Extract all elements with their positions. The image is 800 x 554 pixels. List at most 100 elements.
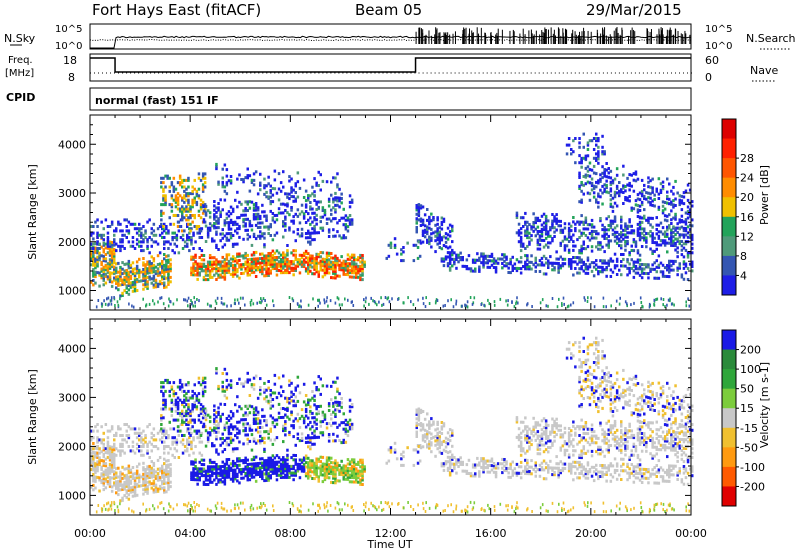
rti-cell: [94, 451, 97, 455]
rti-cell: [106, 225, 110, 228]
rti-cell: [167, 481, 170, 485]
rti-cell: [160, 209, 163, 213]
rti-cell: [662, 303, 664, 307]
rti-cell: [192, 451, 195, 455]
rti-cell: [196, 271, 199, 275]
rti-cell: [355, 269, 358, 273]
rti-cell: [674, 179, 677, 183]
rti-cell: [419, 204, 423, 208]
rti-cell: [563, 262, 567, 266]
rti-cell: [236, 252, 239, 256]
rti-cell: [682, 262, 686, 266]
rti-cell: [286, 469, 289, 473]
rti-cell: [277, 465, 281, 468]
rti-cell: [166, 176, 169, 180]
rti-cell: [190, 445, 193, 448]
rti-cell: [471, 258, 475, 262]
rti-cell: [478, 269, 481, 273]
rti-cell: [661, 211, 665, 215]
rti-cell: [161, 270, 164, 274]
rti-cell: [123, 278, 126, 282]
rti-cell: [344, 227, 348, 231]
rti-cell: [387, 243, 391, 247]
rti-cell: [359, 275, 362, 279]
rti-cell: [259, 461, 262, 465]
rti-cell: [282, 185, 285, 189]
rti-cell: [636, 249, 640, 253]
rti-cell: [309, 236, 312, 240]
rti-cell: [246, 471, 249, 475]
rti-cell: [216, 296, 219, 300]
rti-cell: [110, 271, 114, 275]
rti-cell: [327, 254, 331, 257]
rti-cell: [102, 472, 105, 476]
rti-cell: [482, 256, 485, 260]
rti-cell: [592, 261, 596, 265]
rti-cell: [538, 219, 542, 223]
rti-cell: [277, 187, 281, 191]
rti-cell: [144, 485, 147, 489]
rti-cell: [595, 185, 598, 189]
rti-cell: [219, 478, 222, 482]
rti-cell: [199, 216, 203, 220]
rti-cell: [267, 227, 270, 231]
rti-cell: [238, 301, 240, 305]
rti-cell: [605, 228, 608, 232]
rti-cell: [152, 259, 156, 263]
rti-cell: [450, 298, 452, 302]
rti-cell: [672, 268, 675, 272]
rti-cell: [338, 268, 341, 272]
rti-cell: [190, 460, 193, 464]
rti-cell: [192, 460, 195, 464]
rti-cell: [121, 294, 124, 297]
rti-cell: [200, 236, 204, 239]
rti-cell: [163, 247, 166, 250]
rti-cell: [567, 231, 571, 235]
rti-cell: [185, 392, 188, 396]
rti-cell: [424, 305, 427, 308]
rti-cell: [292, 266, 295, 270]
rti-cell: [133, 289, 137, 293]
rti-cell: [590, 168, 594, 172]
rti-cell: [319, 215, 322, 219]
rti-cell: [190, 268, 193, 272]
rti-cell: [342, 236, 345, 240]
rti-cell: [193, 420, 196, 424]
rti-cell: [344, 218, 348, 222]
rti-cell: [176, 298, 178, 302]
rti-cell: [167, 434, 170, 437]
rti-cell: [201, 407, 205, 411]
rti-cell: [135, 476, 139, 480]
rti-cell: [311, 207, 314, 211]
rti-cell: [254, 212, 258, 216]
rti-cell: [640, 271, 644, 275]
rti-cell: [601, 245, 604, 249]
rti-cell: [691, 224, 694, 228]
rti-cell: [164, 185, 167, 189]
rti-cell: [146, 244, 149, 248]
rti-cell: [412, 303, 415, 307]
rti-cell: [148, 476, 151, 479]
rti-cell: [509, 260, 512, 264]
rti-cell: [221, 255, 224, 259]
rti-cell: [630, 231, 633, 235]
rti-cell: [653, 303, 656, 307]
rti-cell: [259, 475, 262, 478]
rti-cell: [438, 246, 441, 249]
rti-cell: [94, 455, 97, 459]
rti-cell: [175, 440, 179, 444]
rti-cell: [125, 491, 128, 495]
rti-cell: [142, 274, 145, 278]
rti-cell: [346, 262, 350, 266]
rti-cell: [261, 252, 264, 256]
rti-cell: [117, 220, 120, 224]
rti-cell: [94, 479, 97, 483]
rti-cell: [572, 256, 575, 259]
rti-cell: [348, 255, 352, 259]
rti-cell: [626, 240, 629, 243]
rti-cell: [198, 256, 201, 259]
rti-cell: [542, 272, 546, 276]
rti-cell: [148, 275, 151, 279]
rti-cell: [417, 203, 421, 207]
rti-cell: [522, 265, 525, 268]
